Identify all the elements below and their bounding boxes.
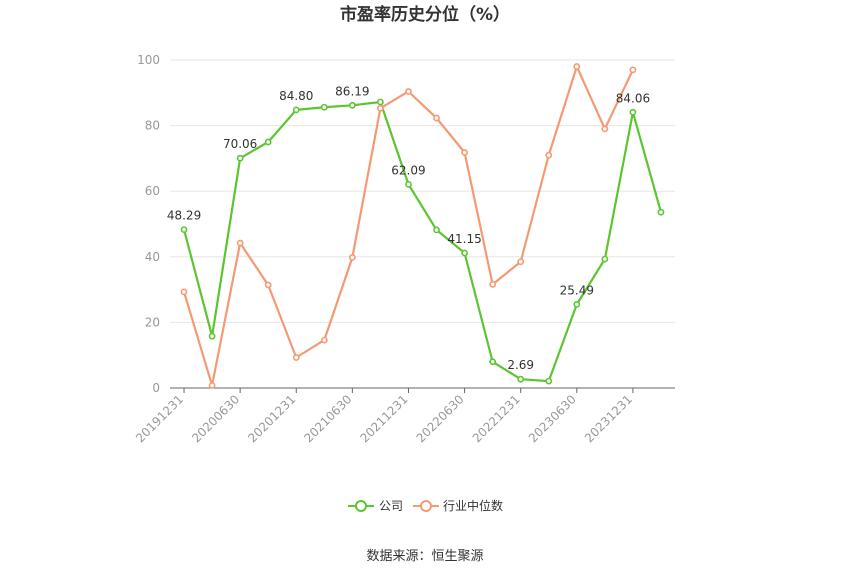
- data-label: 25.49: [560, 283, 594, 297]
- x-tick-label: 20221231: [470, 392, 523, 445]
- chart-title: 市盈率历史分位（%）: [340, 4, 510, 25]
- legend-label-industry: 行业中位数: [443, 498, 503, 513]
- y-tick-label: 80: [145, 119, 160, 133]
- data-label: 84.80: [279, 89, 313, 103]
- data-point: [208, 332, 216, 340]
- series-lines: [182, 65, 663, 387]
- data-label: 84.06: [616, 91, 650, 105]
- y-axis-ticks: 0 20 40 60 80 100: [137, 53, 160, 395]
- y-tick-label: 60: [145, 184, 160, 198]
- data-label: 48.29: [167, 209, 201, 223]
- data-point: [629, 66, 637, 74]
- legend-marker-company: [355, 500, 367, 512]
- data-point: [264, 281, 272, 289]
- data-point: [264, 138, 272, 146]
- gridlines: [170, 59, 675, 323]
- data-point: [573, 300, 581, 308]
- y-tick-label: 20: [145, 315, 160, 329]
- data-point: [573, 63, 581, 70]
- data-point: [517, 375, 525, 383]
- data-point: [405, 180, 412, 188]
- data-labels: 48.29 70.06 84.80 86.19 62.09 41.15 2.69 25.49 8…: [167, 84, 650, 372]
- legend-label-company: 公司: [379, 499, 403, 513]
- x-tick-label: 20210630: [301, 392, 354, 445]
- series-points: [180, 63, 665, 389]
- data-point: [292, 354, 300, 361]
- data-point: [348, 101, 356, 109]
- x-tick-label: 20220630: [414, 392, 467, 445]
- data-point: [461, 149, 468, 156]
- y-tick-label: 0: [152, 381, 160, 395]
- source-note: 数据来源：恒生聚源: [366, 549, 483, 564]
- data-point: [180, 226, 188, 234]
- x-tick-label: 20231231: [582, 392, 635, 445]
- data-point: [292, 106, 300, 114]
- legend-item-company[interactable]: 公司: [348, 499, 403, 513]
- data-label: 86.19: [335, 84, 369, 98]
- x-tick-label: 20211231: [358, 392, 411, 445]
- data-point: [433, 114, 440, 122]
- data-label: 62.09: [391, 163, 425, 177]
- data-point: [348, 254, 356, 261]
- data-point: [320, 336, 328, 344]
- data-label: 70.06: [223, 137, 257, 151]
- y-tick-label: 40: [145, 250, 160, 264]
- data-point: [377, 98, 384, 106]
- data-point: [629, 108, 637, 116]
- legend-item-industry[interactable]: 行业中位数: [413, 498, 503, 513]
- data-point: [601, 255, 609, 263]
- data-point: [208, 381, 216, 389]
- series-line-0: [182, 100, 663, 383]
- data-point: [180, 288, 188, 296]
- data-point: [545, 377, 553, 385]
- x-tick-label: 20201231: [245, 392, 298, 445]
- x-axis: 20191231 20200630 20201231 20210630 20211231…: [133, 387, 675, 445]
- data-point: [601, 125, 609, 133]
- x-tick-label: 20230630: [526, 392, 579, 445]
- data-point: [433, 226, 440, 234]
- data-point: [236, 154, 244, 162]
- y-tick-label: 100: [137, 53, 160, 67]
- data-point: [320, 103, 328, 111]
- data-point: [545, 151, 553, 159]
- data-point: [657, 208, 665, 216]
- data-label: 41.15: [447, 232, 481, 246]
- legend-marker-industry: [420, 500, 432, 512]
- x-tick-label: 20191231: [133, 392, 186, 445]
- data-point: [405, 88, 412, 95]
- data-point: [236, 239, 244, 247]
- data-point: [489, 280, 497, 288]
- x-tick-label: 20200630: [189, 392, 242, 445]
- data-label: 2.69: [507, 358, 534, 372]
- data-point: [377, 104, 384, 112]
- data-point: [517, 258, 525, 266]
- legend[interactable]: 公司 行业中位数: [348, 498, 503, 513]
- data-point: [461, 249, 468, 257]
- data-point: [489, 358, 497, 366]
